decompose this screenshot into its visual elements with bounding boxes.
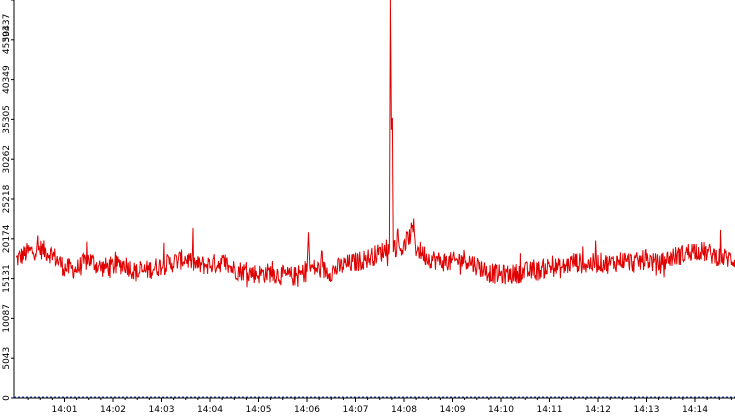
x-tick-label: 14:07 [343,405,369,415]
x-tick-label: 14:13 [634,405,660,415]
y-tick-label: 20174 [2,224,12,253]
x-tick-label: 14:08 [391,405,417,415]
x-tick-label: 14:03 [149,405,175,415]
series-line [15,0,735,288]
x-tick-label: 14:10 [488,405,514,415]
y-tick-label: 45393 [2,25,12,54]
y-tick-label: 50437 [2,14,12,43]
x-tick-label: 14:01 [52,405,78,415]
y-tick-label: 0 [2,395,12,401]
y-tick-label: 25218 [2,184,12,213]
x-tick-label: 14:02 [100,405,126,415]
x-axis-ticks: 14:01 14:02 14:03 14:04 14:05 14:06 14:07 14:08… [27,398,732,415]
x-tick-label: 14:04 [197,405,223,415]
y-tick-label: 10087 [2,304,12,333]
x-tick-label: 14:05 [246,405,272,415]
x-tick-label: 14:06 [294,405,320,415]
y-tick-label: 5043 [2,347,12,370]
y-tick-label: 35305 [2,105,12,134]
x-tick-label: 14:11 [537,405,563,415]
y-tick-label: 15131 [2,264,12,293]
x-tick-label: 14:09 [440,405,466,415]
y-tick-label: 40349 [2,65,12,94]
x-tick-label: 14:12 [585,405,611,415]
y-axis-ticks: 0 5043 10087 15131 20174 25218 30262 35305 40349… [2,0,14,401]
series-layer [15,0,735,288]
x-tick-label: 14:14 [682,405,708,415]
y-tick-label: 30262 [2,145,12,174]
